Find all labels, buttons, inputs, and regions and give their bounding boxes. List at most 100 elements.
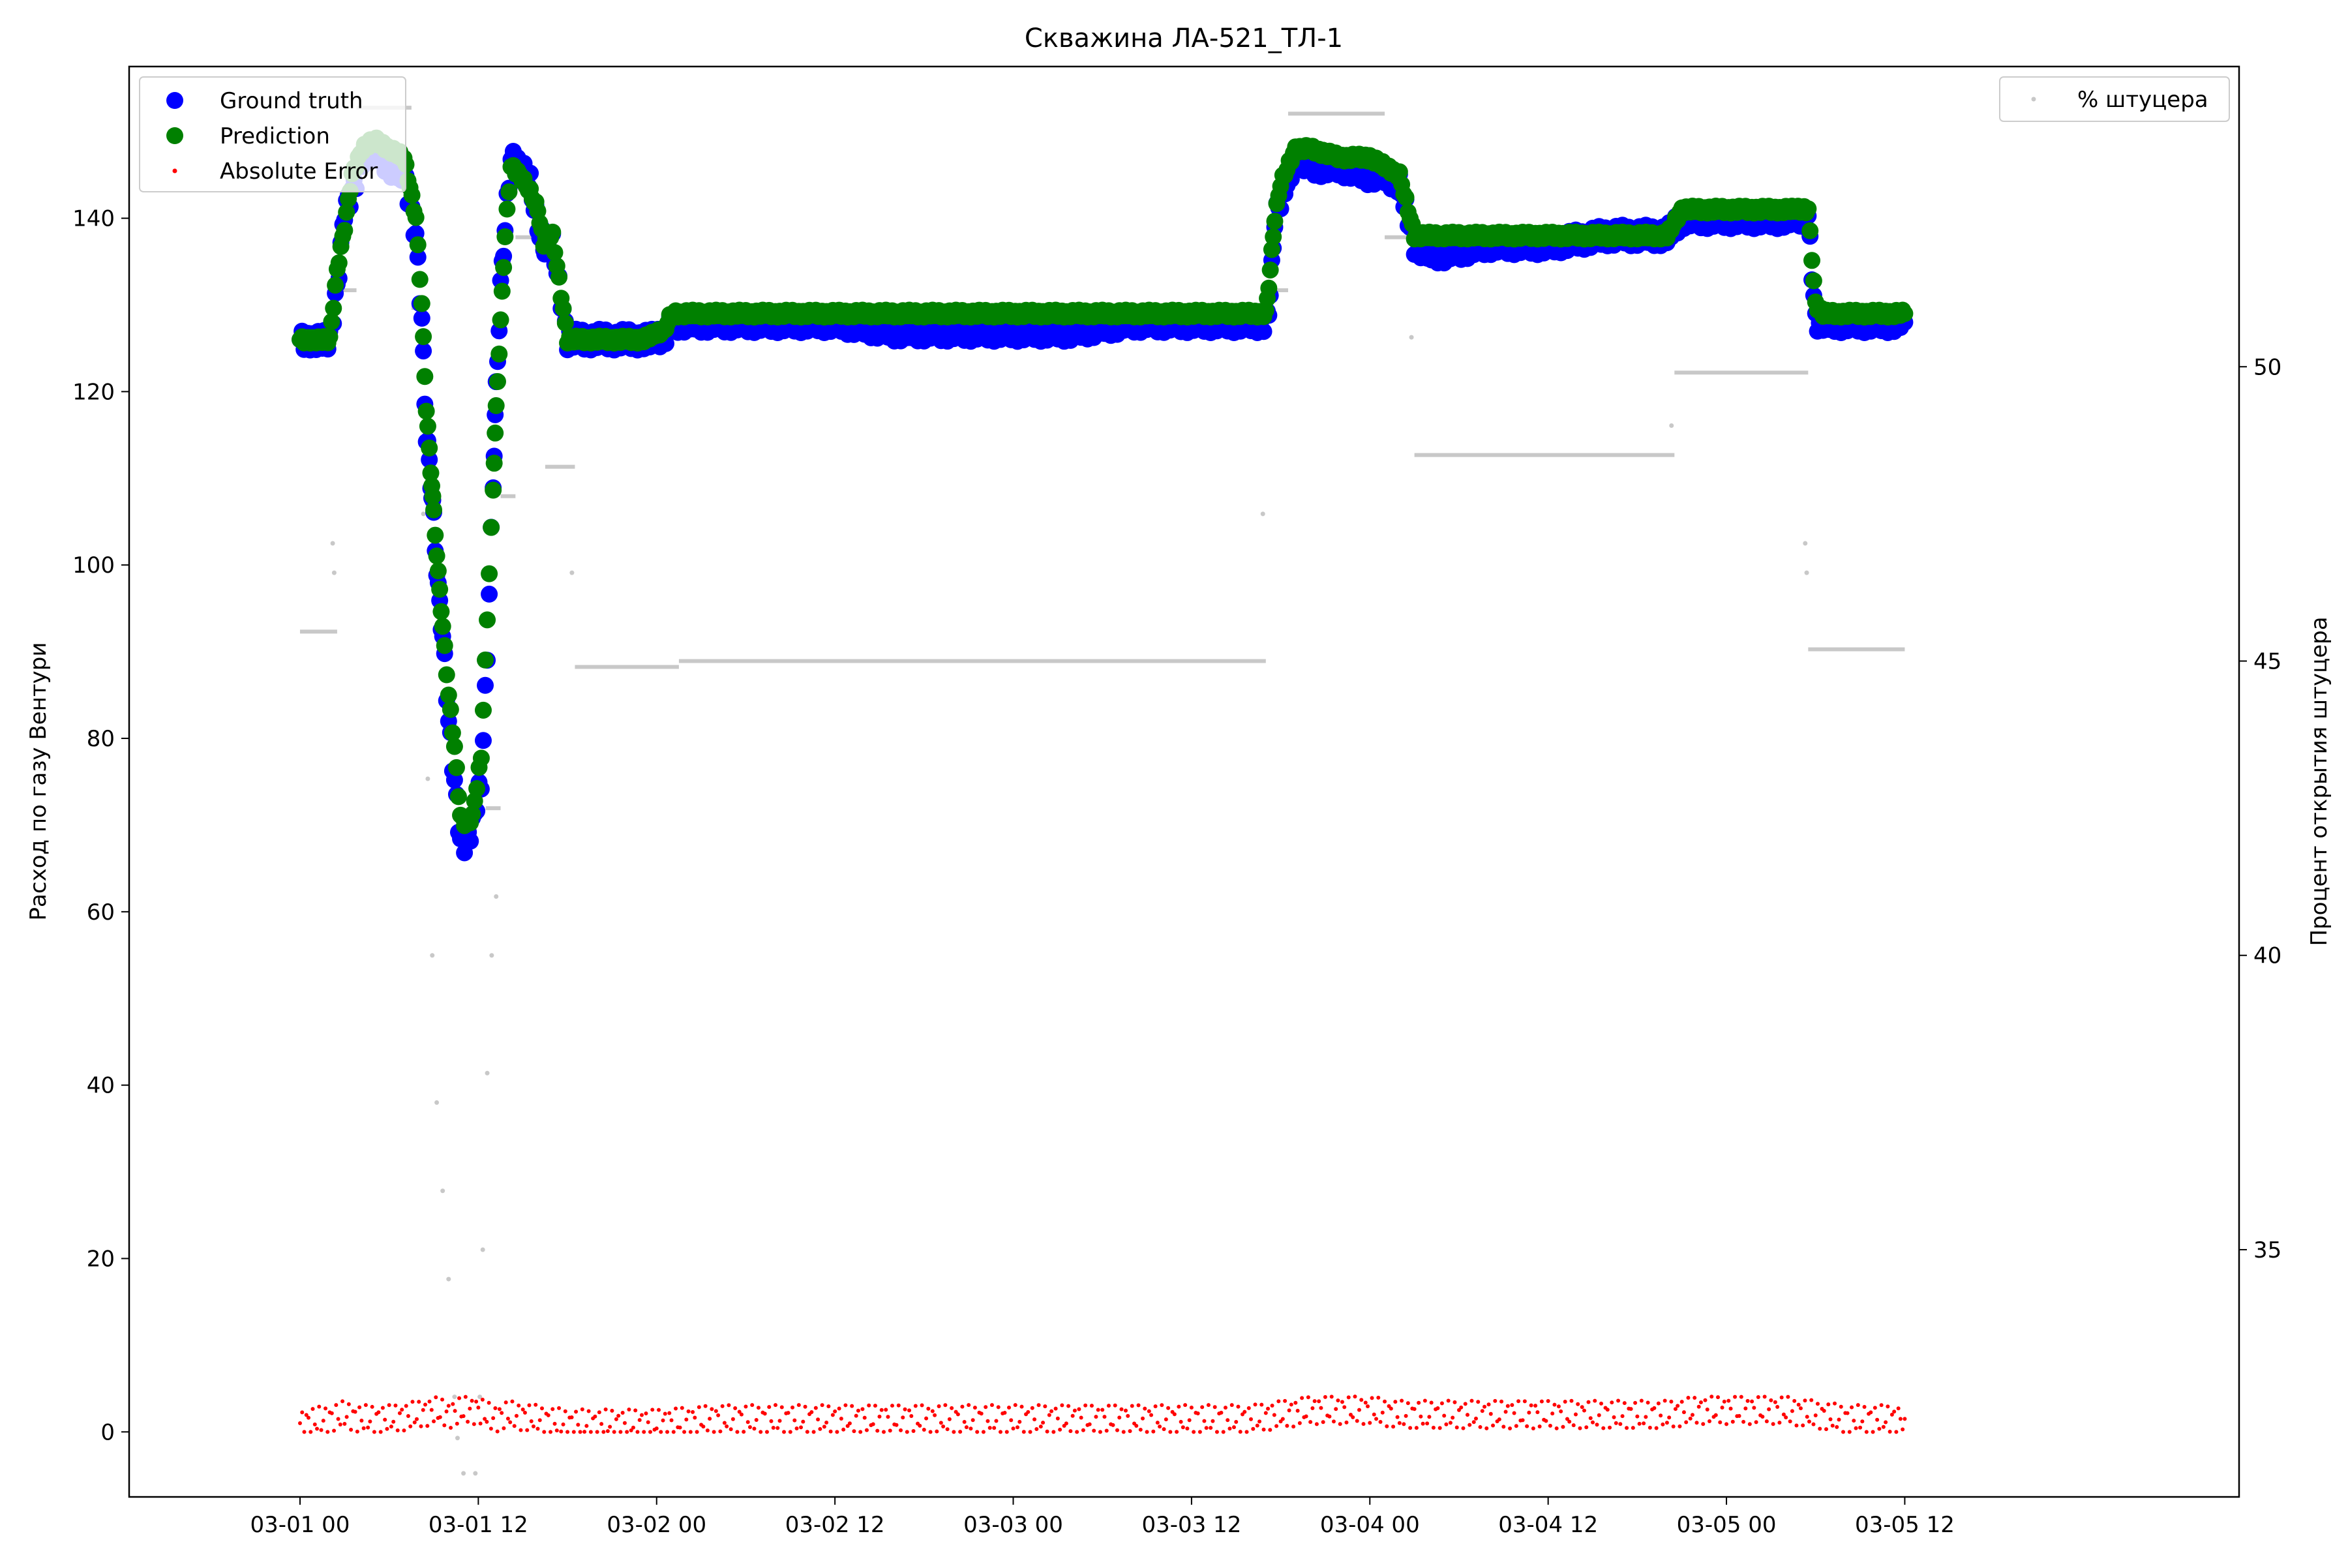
absolute-error-point-241 <box>809 1410 814 1414</box>
absolute-error-point-402 <box>1151 1429 1156 1434</box>
absolute-error-point-282 <box>896 1403 901 1408</box>
choke-series-group <box>299 106 1905 1476</box>
absolute-error-point-150 <box>616 1413 621 1418</box>
absolute-error-point-680 <box>1741 1419 1746 1424</box>
absolute-error-point-196 <box>714 1409 718 1413</box>
absolute-error-point-39 <box>380 1406 385 1410</box>
absolute-error-point-733 <box>1854 1426 1858 1430</box>
absolute-error-point-404 <box>1155 1421 1160 1425</box>
absolute-error-point-176 <box>671 1430 676 1434</box>
prediction-point-81 <box>444 724 461 742</box>
absolute-error-point-357 <box>1055 1416 1060 1421</box>
absolute-error-point-710 <box>1805 1415 1809 1419</box>
absolute-error-point-401 <box>1149 1413 1154 1417</box>
absolute-error-point-490 <box>1338 1422 1342 1426</box>
absolute-error-point-245 <box>818 1426 822 1431</box>
absolute-error-point-124 <box>561 1422 565 1426</box>
absolute-error-point-256 <box>841 1427 846 1432</box>
absolute-error-point-464 <box>1283 1398 1287 1403</box>
absolute-error-point-297 <box>928 1430 933 1434</box>
absolute-error-point-613 <box>1599 1401 1604 1406</box>
prediction-point-24 <box>338 204 355 221</box>
absolute-error-point-385 <box>1115 1428 1119 1432</box>
absolute-error-point-35 <box>372 1430 376 1434</box>
absolute-error-point-457 <box>1268 1428 1272 1432</box>
absolute-error-point-24 <box>349 1428 354 1432</box>
legend-right-frame <box>1999 76 2230 122</box>
absolute-error-point-420 <box>1189 1405 1194 1410</box>
absolute-error-point-480 <box>1317 1399 1321 1404</box>
prediction-point-82 <box>445 738 463 755</box>
absolute-error-point-545 <box>1454 1425 1459 1430</box>
absolute-error-point-670 <box>1720 1406 1724 1410</box>
absolute-error-point-517 <box>1395 1415 1400 1419</box>
absolute-error-point-84 <box>476 1406 481 1410</box>
absolute-error-point-532 <box>1427 1415 1432 1419</box>
absolute-error-point-367 <box>1077 1407 1081 1411</box>
absolute-error-point-539 <box>1442 1413 1447 1418</box>
absolute-error-point-80 <box>468 1406 472 1411</box>
choke-point-13 <box>480 1247 485 1252</box>
absolute-error-point-381 <box>1106 1404 1111 1408</box>
absolute-error-point-516 <box>1393 1400 1398 1404</box>
absolute-error-point-650 <box>1678 1424 1682 1428</box>
absolute-error-point-558 <box>1483 1404 1487 1409</box>
absolute-error-point-16 <box>332 1428 337 1433</box>
prediction-point-141 <box>556 314 574 332</box>
absolute-error-point-427 <box>1204 1426 1209 1430</box>
legend-left-frame <box>139 76 406 192</box>
absolute-error-point-716 <box>1818 1426 1822 1431</box>
absolute-error-point-352 <box>1045 1429 1049 1434</box>
absolute-error-point-561 <box>1488 1411 1493 1416</box>
absolute-error-point-387 <box>1119 1407 1124 1411</box>
absolute-error-point-661 <box>1701 1422 1706 1426</box>
absolute-error-point-350 <box>1041 1421 1046 1425</box>
prediction-point-476 <box>1263 241 1280 258</box>
absolute-error-point-254 <box>837 1406 841 1411</box>
absolute-error-point-703 <box>1790 1409 1794 1413</box>
absolute-error-point-19 <box>338 1422 342 1426</box>
absolute-error-point-327 <box>992 1426 997 1430</box>
absolute-error-point-287 <box>907 1408 912 1413</box>
absolute-error-point-652 <box>1681 1410 1686 1415</box>
y-tick-label-1: 20 <box>87 1246 115 1273</box>
absolute-error-point-300 <box>935 1429 939 1434</box>
absolute-error-point-579 <box>1527 1410 1531 1415</box>
absolute-error-point-20 <box>340 1399 345 1404</box>
x-tick-label-9: 03-05 12 <box>1855 1512 1955 1538</box>
absolute-error-point-23 <box>346 1402 351 1406</box>
absolute-error-point-563 <box>1493 1398 1498 1403</box>
absolute-error-point-18 <box>336 1417 340 1421</box>
absolute-error-point-749 <box>1888 1429 1892 1434</box>
absolute-error-point-521 <box>1404 1413 1408 1418</box>
absolute-error-point-376 <box>1096 1408 1100 1412</box>
absolute-error-point-109 <box>529 1419 534 1423</box>
absolute-error-point-698 <box>1779 1395 1784 1400</box>
absolute-error-point-741 <box>1871 1430 1875 1434</box>
absolute-error-point-616 <box>1605 1408 1610 1412</box>
absolute-error-point-259 <box>847 1421 852 1426</box>
absolute-error-point-182 <box>684 1417 689 1422</box>
absolute-error-point-161 <box>639 1413 644 1417</box>
absolute-error-point-378 <box>1100 1408 1105 1412</box>
absolute-error-point-175 <box>669 1418 674 1423</box>
choke-point-20 <box>1669 423 1674 429</box>
absolute-error-point-748 <box>1886 1404 1890 1409</box>
absolute-error-point-45 <box>393 1403 398 1408</box>
absolute-error-point-146 <box>608 1425 612 1429</box>
absolute-error-point-190 <box>701 1425 706 1429</box>
absolute-error-point-52 <box>408 1424 413 1428</box>
prediction-point-98 <box>479 611 496 629</box>
absolute-error-point-0 <box>297 1421 302 1426</box>
absolute-error-point-157 <box>631 1425 635 1430</box>
absolute-error-point-468 <box>1291 1425 1296 1429</box>
absolute-error-point-674 <box>1728 1406 1733 1411</box>
absolute-error-point-474 <box>1304 1414 1308 1419</box>
absolute-error-point-718 <box>1822 1409 1826 1413</box>
prediction-point-731 <box>1801 222 1819 239</box>
absolute-error-point-736 <box>1860 1419 1865 1424</box>
absolute-error-point-183 <box>686 1409 691 1413</box>
absolute-error-point-224 <box>774 1403 778 1408</box>
prediction-point-62 <box>415 328 432 346</box>
absolute-error-point-105 <box>520 1408 525 1412</box>
